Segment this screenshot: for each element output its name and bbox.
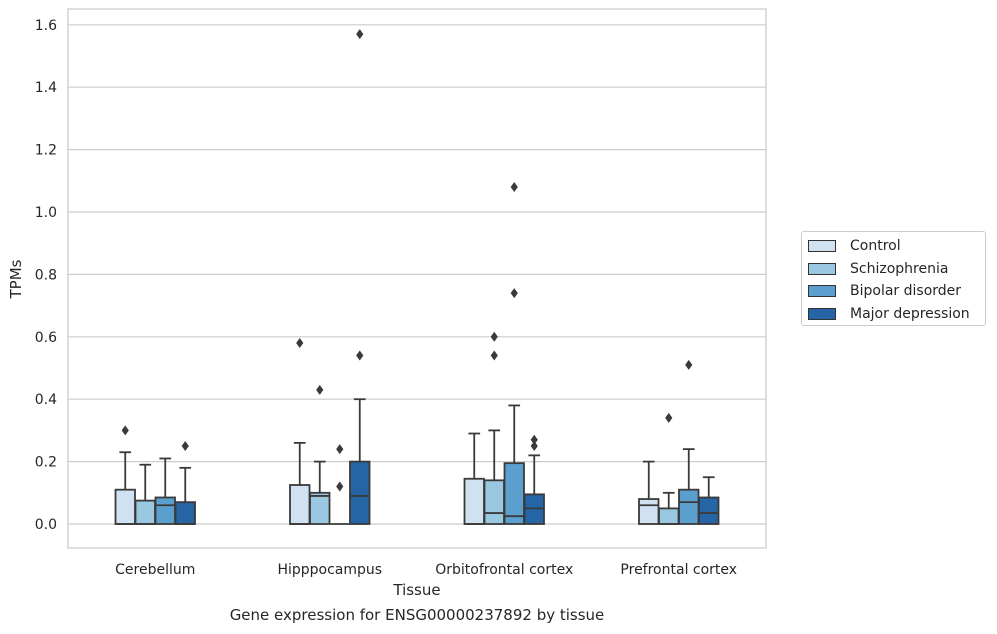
y-tick-label: 1.0 bbox=[35, 205, 57, 221]
x-tick-labels: Cerebellum Hipppocampus Orbitofrontal cort… bbox=[115, 562, 737, 578]
box-body bbox=[503, 462, 525, 525]
box bbox=[330, 444, 350, 525]
legend-swatch bbox=[808, 240, 836, 253]
outlier-point bbox=[336, 444, 344, 455]
series-bipolar-disorder bbox=[154, 182, 700, 525]
box bbox=[463, 432, 485, 525]
legend-swatch bbox=[808, 307, 836, 320]
plot-frame bbox=[67, 8, 767, 549]
series-schizophrenia bbox=[134, 331, 680, 525]
y-tick-label: 0.6 bbox=[35, 330, 57, 346]
box-body bbox=[134, 499, 156, 525]
box-body bbox=[678, 488, 700, 525]
legend-item: Control bbox=[808, 235, 985, 258]
y-tick-label: 1.6 bbox=[35, 18, 57, 34]
box-body bbox=[289, 484, 311, 525]
box bbox=[503, 182, 525, 525]
y-tick-label: 0.2 bbox=[35, 455, 57, 471]
box bbox=[638, 460, 660, 525]
outlier-point bbox=[530, 434, 538, 445]
x-tick-label: Hipppocampus bbox=[277, 562, 382, 578]
outlier-point bbox=[356, 29, 364, 40]
x-tick-label: Orbitofrontal cortex bbox=[435, 562, 573, 578]
legend: Control Schizophrenia Bipolar disorder Majo… bbox=[801, 231, 986, 326]
box-body bbox=[463, 477, 485, 525]
y-axis-title: TPMs bbox=[7, 259, 25, 299]
outlier-point bbox=[665, 412, 673, 423]
x-tick-label: Cerebellum bbox=[115, 562, 195, 578]
box-body bbox=[698, 496, 720, 525]
box bbox=[309, 384, 331, 525]
x-axis-title: Tissue bbox=[392, 581, 440, 599]
box-body bbox=[174, 501, 196, 525]
y-tick-label: 0.4 bbox=[35, 392, 57, 408]
legend-label: Bipolar disorder bbox=[850, 283, 962, 300]
box bbox=[698, 476, 720, 525]
outlier-point bbox=[336, 481, 344, 492]
outlier-point bbox=[510, 182, 518, 193]
y-tick-label: 1.2 bbox=[35, 143, 57, 159]
outlier-point bbox=[316, 384, 324, 395]
legend-label: Schizophrenia bbox=[850, 260, 949, 277]
outlier-point bbox=[356, 350, 364, 361]
box-body bbox=[349, 460, 371, 525]
y-tick-label: 1.4 bbox=[35, 80, 57, 96]
plot-background bbox=[68, 9, 766, 548]
box-body bbox=[658, 507, 680, 525]
box bbox=[349, 29, 371, 525]
box-body bbox=[114, 488, 136, 525]
outlier-point bbox=[490, 331, 498, 342]
legend-item: Bipolar disorder bbox=[808, 280, 985, 303]
outlier-point bbox=[510, 288, 518, 299]
series-major-depression bbox=[174, 29, 720, 525]
box-body bbox=[483, 479, 505, 525]
box-body bbox=[309, 491, 331, 525]
legend-label: Major depression bbox=[850, 305, 970, 322]
x-tick-label: Prefrontal cortex bbox=[620, 562, 737, 578]
box bbox=[154, 457, 176, 525]
legend-swatch bbox=[808, 285, 836, 298]
y-tick-label: 0.0 bbox=[35, 517, 57, 533]
box bbox=[134, 463, 156, 525]
box-body bbox=[638, 498, 660, 525]
box bbox=[678, 359, 700, 525]
outlier-point bbox=[530, 441, 538, 451]
legend-swatch bbox=[808, 262, 836, 275]
y-tick-label: 0.8 bbox=[35, 267, 57, 283]
outlier-point bbox=[490, 350, 498, 361]
chart-caption: Gene expression for ENSG00000237892 by t… bbox=[229, 606, 605, 624]
box-body bbox=[154, 496, 176, 525]
box-series bbox=[114, 29, 720, 525]
box bbox=[523, 434, 545, 525]
legend-item: Major depression bbox=[808, 303, 985, 326]
outlier-point bbox=[181, 441, 189, 451]
legend-item: Schizophrenia bbox=[808, 258, 985, 281]
y-tick-labels: 0.0 0.2 0.4 0.6 0.8 1.0 1.2 1.4 1.6 bbox=[35, 18, 57, 533]
legend-label: Control bbox=[850, 238, 901, 255]
box bbox=[174, 441, 196, 525]
outlier-point bbox=[296, 338, 304, 349]
outlier-point bbox=[685, 359, 693, 370]
outlier-point bbox=[121, 425, 129, 436]
box bbox=[289, 338, 311, 525]
box bbox=[483, 331, 505, 525]
